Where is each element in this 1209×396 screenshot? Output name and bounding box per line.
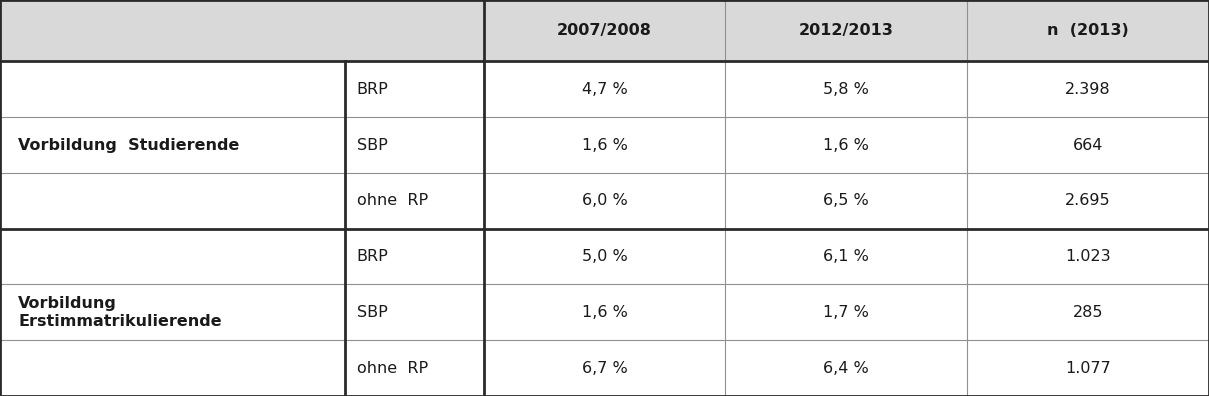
Bar [967,173,1209,229]
Text: n  (2013): n (2013) [1047,23,1129,38]
Bar [345,117,484,173]
Text: 2007/2008: 2007/2008 [557,23,652,38]
Bar [484,117,725,173]
Text: SBP: SBP [357,305,387,320]
Bar [0,61,345,228]
Bar [345,173,484,229]
Bar [345,229,484,284]
Bar [345,284,484,340]
Text: 1.077: 1.077 [1065,361,1111,376]
Text: 6,7 %: 6,7 % [582,361,627,376]
Text: 664: 664 [1072,137,1104,152]
Bar [725,117,967,173]
Text: 1.023: 1.023 [1065,249,1111,264]
Text: 5,8 %: 5,8 % [823,82,869,97]
Text: 1,6 %: 1,6 % [582,137,627,152]
Text: 2012/2013: 2012/2013 [799,23,893,38]
Text: Vorbildung  Studierende: Vorbildung Studierende [18,137,239,152]
Bar [967,229,1209,284]
Bar [484,61,725,117]
Text: 2.695: 2.695 [1065,193,1111,208]
Bar [725,61,967,117]
Text: 6,1 %: 6,1 % [823,249,869,264]
Text: ohne  RP: ohne RP [357,361,428,376]
Bar [484,0,725,61]
Text: 1,6 %: 1,6 % [582,305,627,320]
Text: 1,7 %: 1,7 % [823,305,869,320]
Text: SBP: SBP [357,137,387,152]
Text: Vorbildung
Erstimmatrikulierende: Vorbildung Erstimmatrikulierende [18,296,221,329]
Text: 5,0 %: 5,0 % [582,249,627,264]
Text: 6,5 %: 6,5 % [823,193,869,208]
Text: BRP: BRP [357,82,388,97]
Bar [725,173,967,229]
Text: BRP: BRP [357,249,388,264]
Text: 6,0 %: 6,0 % [582,193,627,208]
Bar [345,61,484,117]
Bar [0,229,345,396]
Bar [725,340,967,396]
Text: 6,4 %: 6,4 % [823,361,869,376]
Bar [0,0,484,61]
Bar [484,284,725,340]
Bar [484,340,725,396]
Text: ohne  RP: ohne RP [357,193,428,208]
Bar [345,340,484,396]
Text: 4,7 %: 4,7 % [582,82,627,97]
Text: 2.398: 2.398 [1065,82,1111,97]
Text: 1,6 %: 1,6 % [823,137,869,152]
Bar [967,340,1209,396]
Bar [725,284,967,340]
Bar [725,0,967,61]
Bar [967,284,1209,340]
Bar [967,61,1209,117]
Bar [967,117,1209,173]
Bar [725,229,967,284]
Bar [967,0,1209,61]
Bar [484,173,725,229]
Text: 285: 285 [1072,305,1104,320]
Bar [484,229,725,284]
